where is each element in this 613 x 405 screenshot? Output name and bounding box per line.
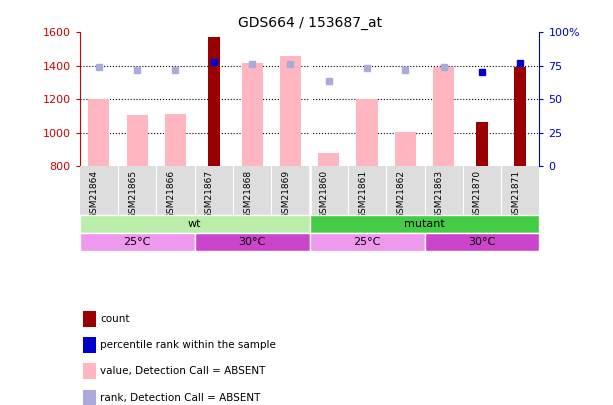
- Text: GSM21864: GSM21864: [90, 170, 99, 219]
- Bar: [433, 68, 454, 166]
- Bar: [242, 63, 262, 166]
- Text: value, Detection Call = ABSENT: value, Detection Call = ABSENT: [100, 367, 265, 376]
- Text: wt: wt: [188, 219, 202, 229]
- Bar: [310, 233, 424, 251]
- Text: percentile rank within the sample: percentile rank within the sample: [100, 340, 276, 350]
- Bar: [318, 153, 339, 166]
- Bar: [88, 99, 109, 166]
- Text: count: count: [100, 314, 129, 324]
- Bar: [195, 233, 310, 251]
- Text: 30°C: 30°C: [238, 237, 265, 247]
- Bar: [127, 115, 148, 166]
- Bar: [476, 122, 488, 166]
- Bar: [395, 132, 416, 166]
- Text: GSM21870: GSM21870: [473, 170, 482, 219]
- Bar: [280, 56, 301, 166]
- Bar: [514, 67, 526, 166]
- Text: GSM21866: GSM21866: [167, 170, 175, 219]
- Text: GSM21867: GSM21867: [205, 170, 214, 219]
- Bar: [208, 37, 219, 166]
- Text: GSM21862: GSM21862: [397, 170, 405, 219]
- Bar: [310, 215, 539, 233]
- Bar: [165, 114, 186, 166]
- Text: 30°C: 30°C: [468, 237, 495, 247]
- Text: GSM21861: GSM21861: [358, 170, 367, 219]
- Bar: [357, 99, 378, 166]
- Text: 25°C: 25°C: [123, 237, 151, 247]
- Bar: [80, 233, 195, 251]
- Text: GSM21860: GSM21860: [320, 170, 329, 219]
- Text: GSM21871: GSM21871: [511, 170, 520, 219]
- Bar: [424, 233, 539, 251]
- Text: mutant: mutant: [404, 219, 445, 229]
- Bar: [80, 215, 310, 233]
- Text: 25°C: 25°C: [353, 237, 381, 247]
- Title: GDS664 / 153687_at: GDS664 / 153687_at: [237, 16, 382, 30]
- Text: GSM21869: GSM21869: [281, 170, 291, 219]
- Text: rank, Detection Call = ABSENT: rank, Detection Call = ABSENT: [100, 393, 261, 403]
- Text: GSM21868: GSM21868: [243, 170, 252, 219]
- Text: GSM21865: GSM21865: [128, 170, 137, 219]
- Text: GSM21863: GSM21863: [435, 170, 444, 219]
